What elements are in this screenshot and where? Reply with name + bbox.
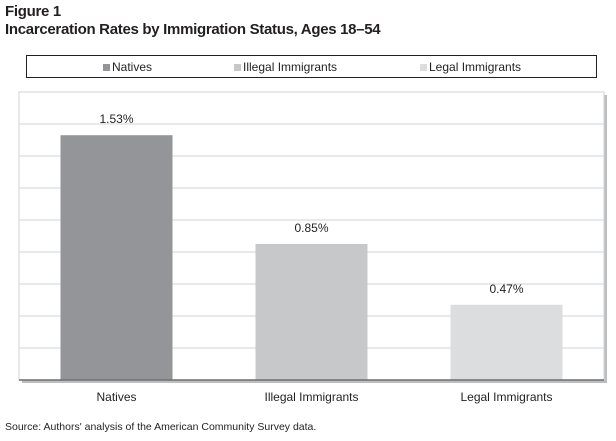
legend-label: Natives [112, 60, 153, 74]
figure-label: Figure 1 [5, 3, 61, 20]
legend-swatch [234, 63, 241, 71]
bar-1 [255, 244, 368, 380]
chart-title: Incarceration Rates by Immigration Statu… [5, 21, 381, 38]
legend-swatch [420, 63, 427, 71]
legend-label: Illegal Immigrants [243, 60, 338, 74]
data-label: 0.85% [294, 221, 328, 235]
legend-swatch [103, 63, 110, 71]
legend-item-natives: Natives [103, 60, 152, 74]
bar-2 [450, 304, 563, 380]
legend-label: Legal Immigrants [429, 60, 522, 74]
x-tick-label: Natives [96, 390, 136, 404]
source-note: Source: Authors' analysis of the America… [5, 421, 317, 433]
legend-item-illegal: Illegal Immigrants [234, 60, 337, 74]
data-label: 0.47% [489, 282, 523, 296]
x-tick-label: Legal Immigrants [460, 390, 552, 404]
legend: Natives Illegal Immigrants Legal Immigra… [26, 55, 597, 78]
legend-item-legal: Legal Immigrants [420, 60, 521, 74]
x-tick-label: Illegal Immigrants [264, 390, 358, 404]
bar-0 [60, 135, 173, 380]
data-label: 1.53% [99, 112, 133, 126]
